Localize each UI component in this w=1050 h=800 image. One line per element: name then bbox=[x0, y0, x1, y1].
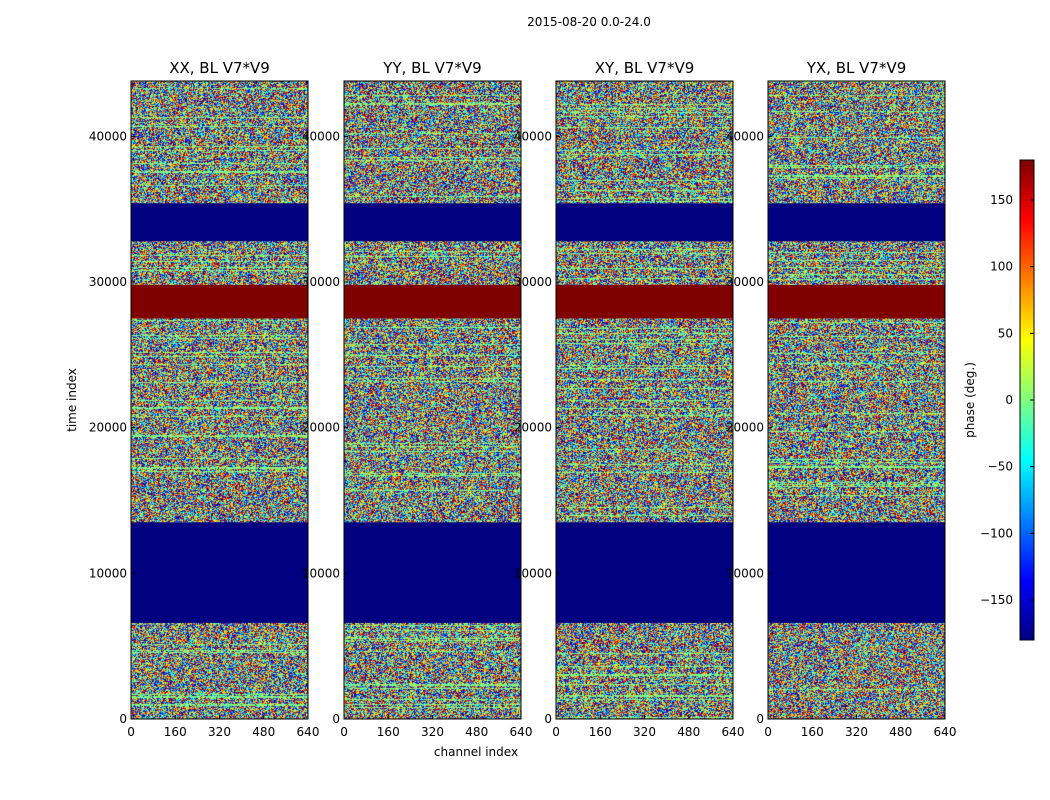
x-tick-label: 160 bbox=[801, 725, 824, 739]
y-axis-label: time index bbox=[65, 368, 79, 432]
x-tick-label: 0 bbox=[552, 725, 560, 739]
y-tick-label: 30000 bbox=[514, 275, 552, 289]
phase-band bbox=[556, 522, 733, 623]
panel-title: XY, BL V7*V9 bbox=[595, 59, 695, 77]
x-tick-label: 640 bbox=[722, 725, 745, 739]
heatmap-image bbox=[131, 81, 308, 719]
phase-band bbox=[556, 284, 733, 319]
colorbar-tick-label: 50 bbox=[998, 326, 1013, 340]
y-tick-label: 20000 bbox=[514, 421, 552, 435]
x-axis-label: channel index bbox=[434, 745, 518, 759]
colorbar-ticks: −150 −100 −50 0 50 100 150 bbox=[980, 193, 1034, 607]
y-tick-label: 30000 bbox=[302, 275, 340, 289]
phase-band bbox=[131, 522, 308, 623]
x-tick-label: 160 bbox=[164, 725, 187, 739]
x-tick-label: 0 bbox=[340, 725, 348, 739]
x-tick-label: 320 bbox=[845, 725, 868, 739]
y-tick-label: 10000 bbox=[514, 566, 552, 580]
x-tick-label: 320 bbox=[633, 725, 656, 739]
x-tick-label: 640 bbox=[297, 725, 320, 739]
colorbar: −150 −100 −50 0 50 100 150 phase (deg.) bbox=[963, 159, 1035, 641]
x-tick-label: 480 bbox=[252, 725, 275, 739]
x-tick-label: 160 bbox=[589, 725, 612, 739]
y-tick-label: 0 bbox=[544, 712, 552, 726]
y-tick-label: 0 bbox=[119, 712, 127, 726]
x-tick-label: 480 bbox=[677, 725, 700, 739]
y-tick-label: 40000 bbox=[302, 129, 340, 143]
y-tick-label: 0 bbox=[756, 712, 764, 726]
heatmap-image bbox=[344, 81, 521, 719]
phase-band bbox=[344, 522, 521, 623]
x-tick-label: 320 bbox=[421, 725, 444, 739]
heatmap-image bbox=[556, 81, 733, 719]
y-tick-label: 30000 bbox=[89, 275, 127, 289]
panel-title: YX, BL V7*V9 bbox=[806, 59, 907, 77]
colorbar-tick-label: −150 bbox=[980, 593, 1013, 607]
y-tick-label: 10000 bbox=[726, 566, 764, 580]
x-tick-label: 0 bbox=[127, 725, 135, 739]
panel-title: YY, BL V7*V9 bbox=[382, 59, 481, 77]
colorbar-tick-label: 150 bbox=[990, 193, 1013, 207]
colorbar-tick-label: 0 bbox=[1005, 393, 1013, 407]
y-tick-label: 30000 bbox=[726, 275, 764, 289]
y-tick-label: 10000 bbox=[89, 566, 127, 580]
y-tick-label: 20000 bbox=[302, 421, 340, 435]
x-tick-label: 480 bbox=[889, 725, 912, 739]
x-tick-label: 320 bbox=[208, 725, 231, 739]
figure-suptitle: 2015-08-20 0.0-24.0 bbox=[527, 15, 651, 29]
x-tick-label: 480 bbox=[465, 725, 488, 739]
y-tick-label: 20000 bbox=[89, 421, 127, 435]
colorbar-tick-label: 100 bbox=[990, 260, 1013, 274]
phase-band bbox=[768, 522, 945, 623]
y-tick-label: 0 bbox=[332, 712, 340, 726]
panels: XX, BL V7*V9 0 160 320 480 640 0 10000 20000 3000… bbox=[89, 59, 957, 739]
y-tick-label: 20000 bbox=[726, 421, 764, 435]
y-tick-label: 40000 bbox=[89, 129, 127, 143]
phase-band bbox=[344, 203, 521, 242]
x-tick-label: 0 bbox=[764, 725, 772, 739]
colorbar-tick-label: −50 bbox=[988, 460, 1013, 474]
heatmap-image bbox=[768, 81, 945, 719]
y-tick-label: 10000 bbox=[302, 566, 340, 580]
y-tick-label: 40000 bbox=[726, 129, 764, 143]
x-tick-label: 640 bbox=[510, 725, 533, 739]
panel-4: YX, BL V7*V9 0 160 320 480 640 0 10000 20000 3000… bbox=[726, 59, 957, 739]
panel-2: YY, BL V7*V9 0 160 320 480 640 0 10000 20000 3000… bbox=[302, 59, 533, 739]
phase-band bbox=[556, 203, 733, 242]
phase-band bbox=[131, 284, 308, 319]
phase-band bbox=[131, 203, 308, 242]
panel-3: XY, BL V7*V9 0 160 320 480 640 0 10000 20000 3000… bbox=[514, 59, 745, 739]
panel-1: XX, BL V7*V9 0 160 320 480 640 0 10000 20000 3000… bbox=[89, 59, 320, 739]
x-tick-label: 160 bbox=[377, 725, 400, 739]
colorbar-tick-label: −100 bbox=[980, 526, 1013, 540]
x-tick-label: 640 bbox=[934, 725, 957, 739]
colorbar-label: phase (deg.) bbox=[963, 362, 977, 438]
phase-band bbox=[768, 203, 945, 242]
panel-title: XX, BL V7*V9 bbox=[169, 59, 270, 77]
phase-band bbox=[768, 284, 945, 319]
phase-band bbox=[344, 284, 521, 319]
y-tick-label: 40000 bbox=[514, 129, 552, 143]
